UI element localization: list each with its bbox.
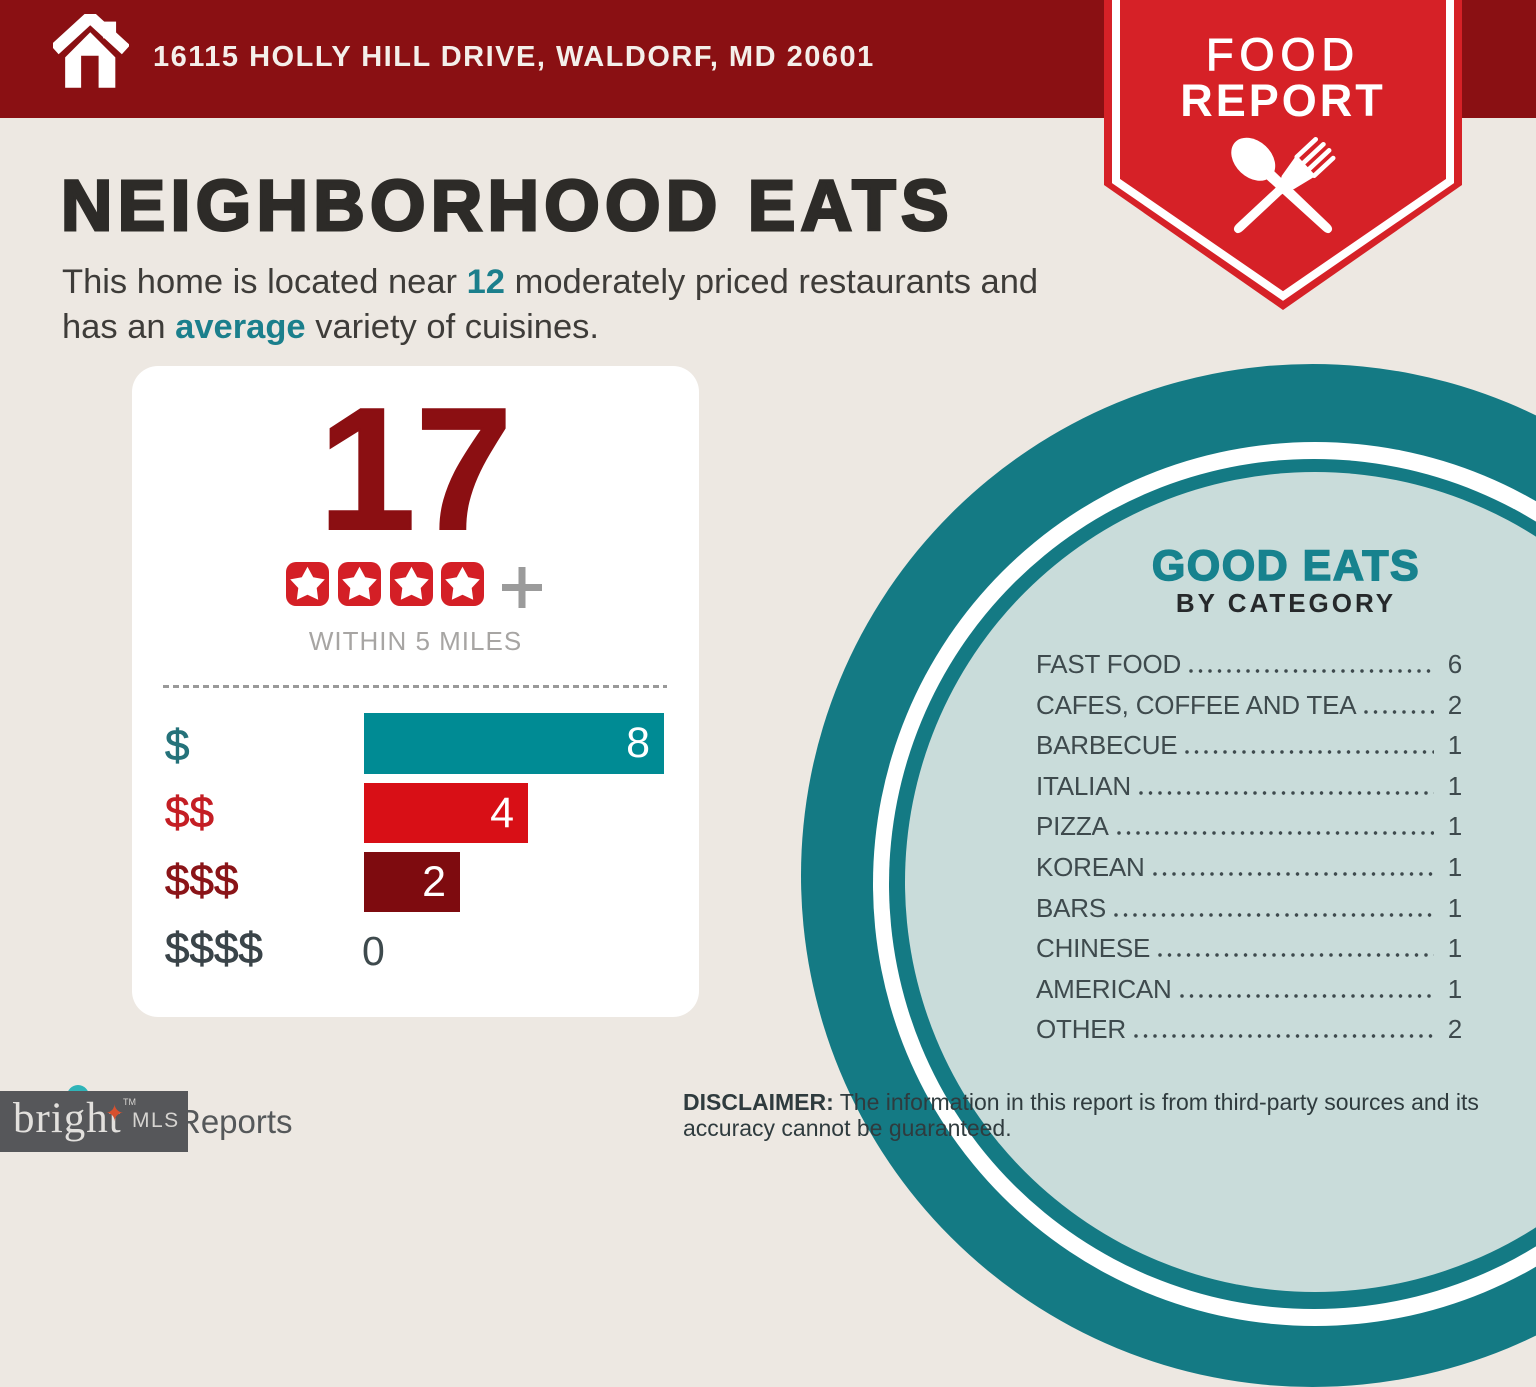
svg-text:REPORT: REPORT	[1180, 75, 1386, 126]
svg-text:FOOD: FOOD	[1206, 29, 1360, 80]
